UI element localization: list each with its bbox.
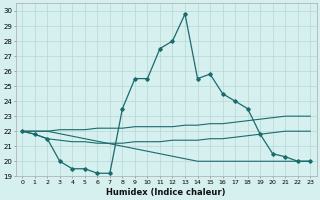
X-axis label: Humidex (Indice chaleur): Humidex (Indice chaleur): [107, 188, 226, 197]
